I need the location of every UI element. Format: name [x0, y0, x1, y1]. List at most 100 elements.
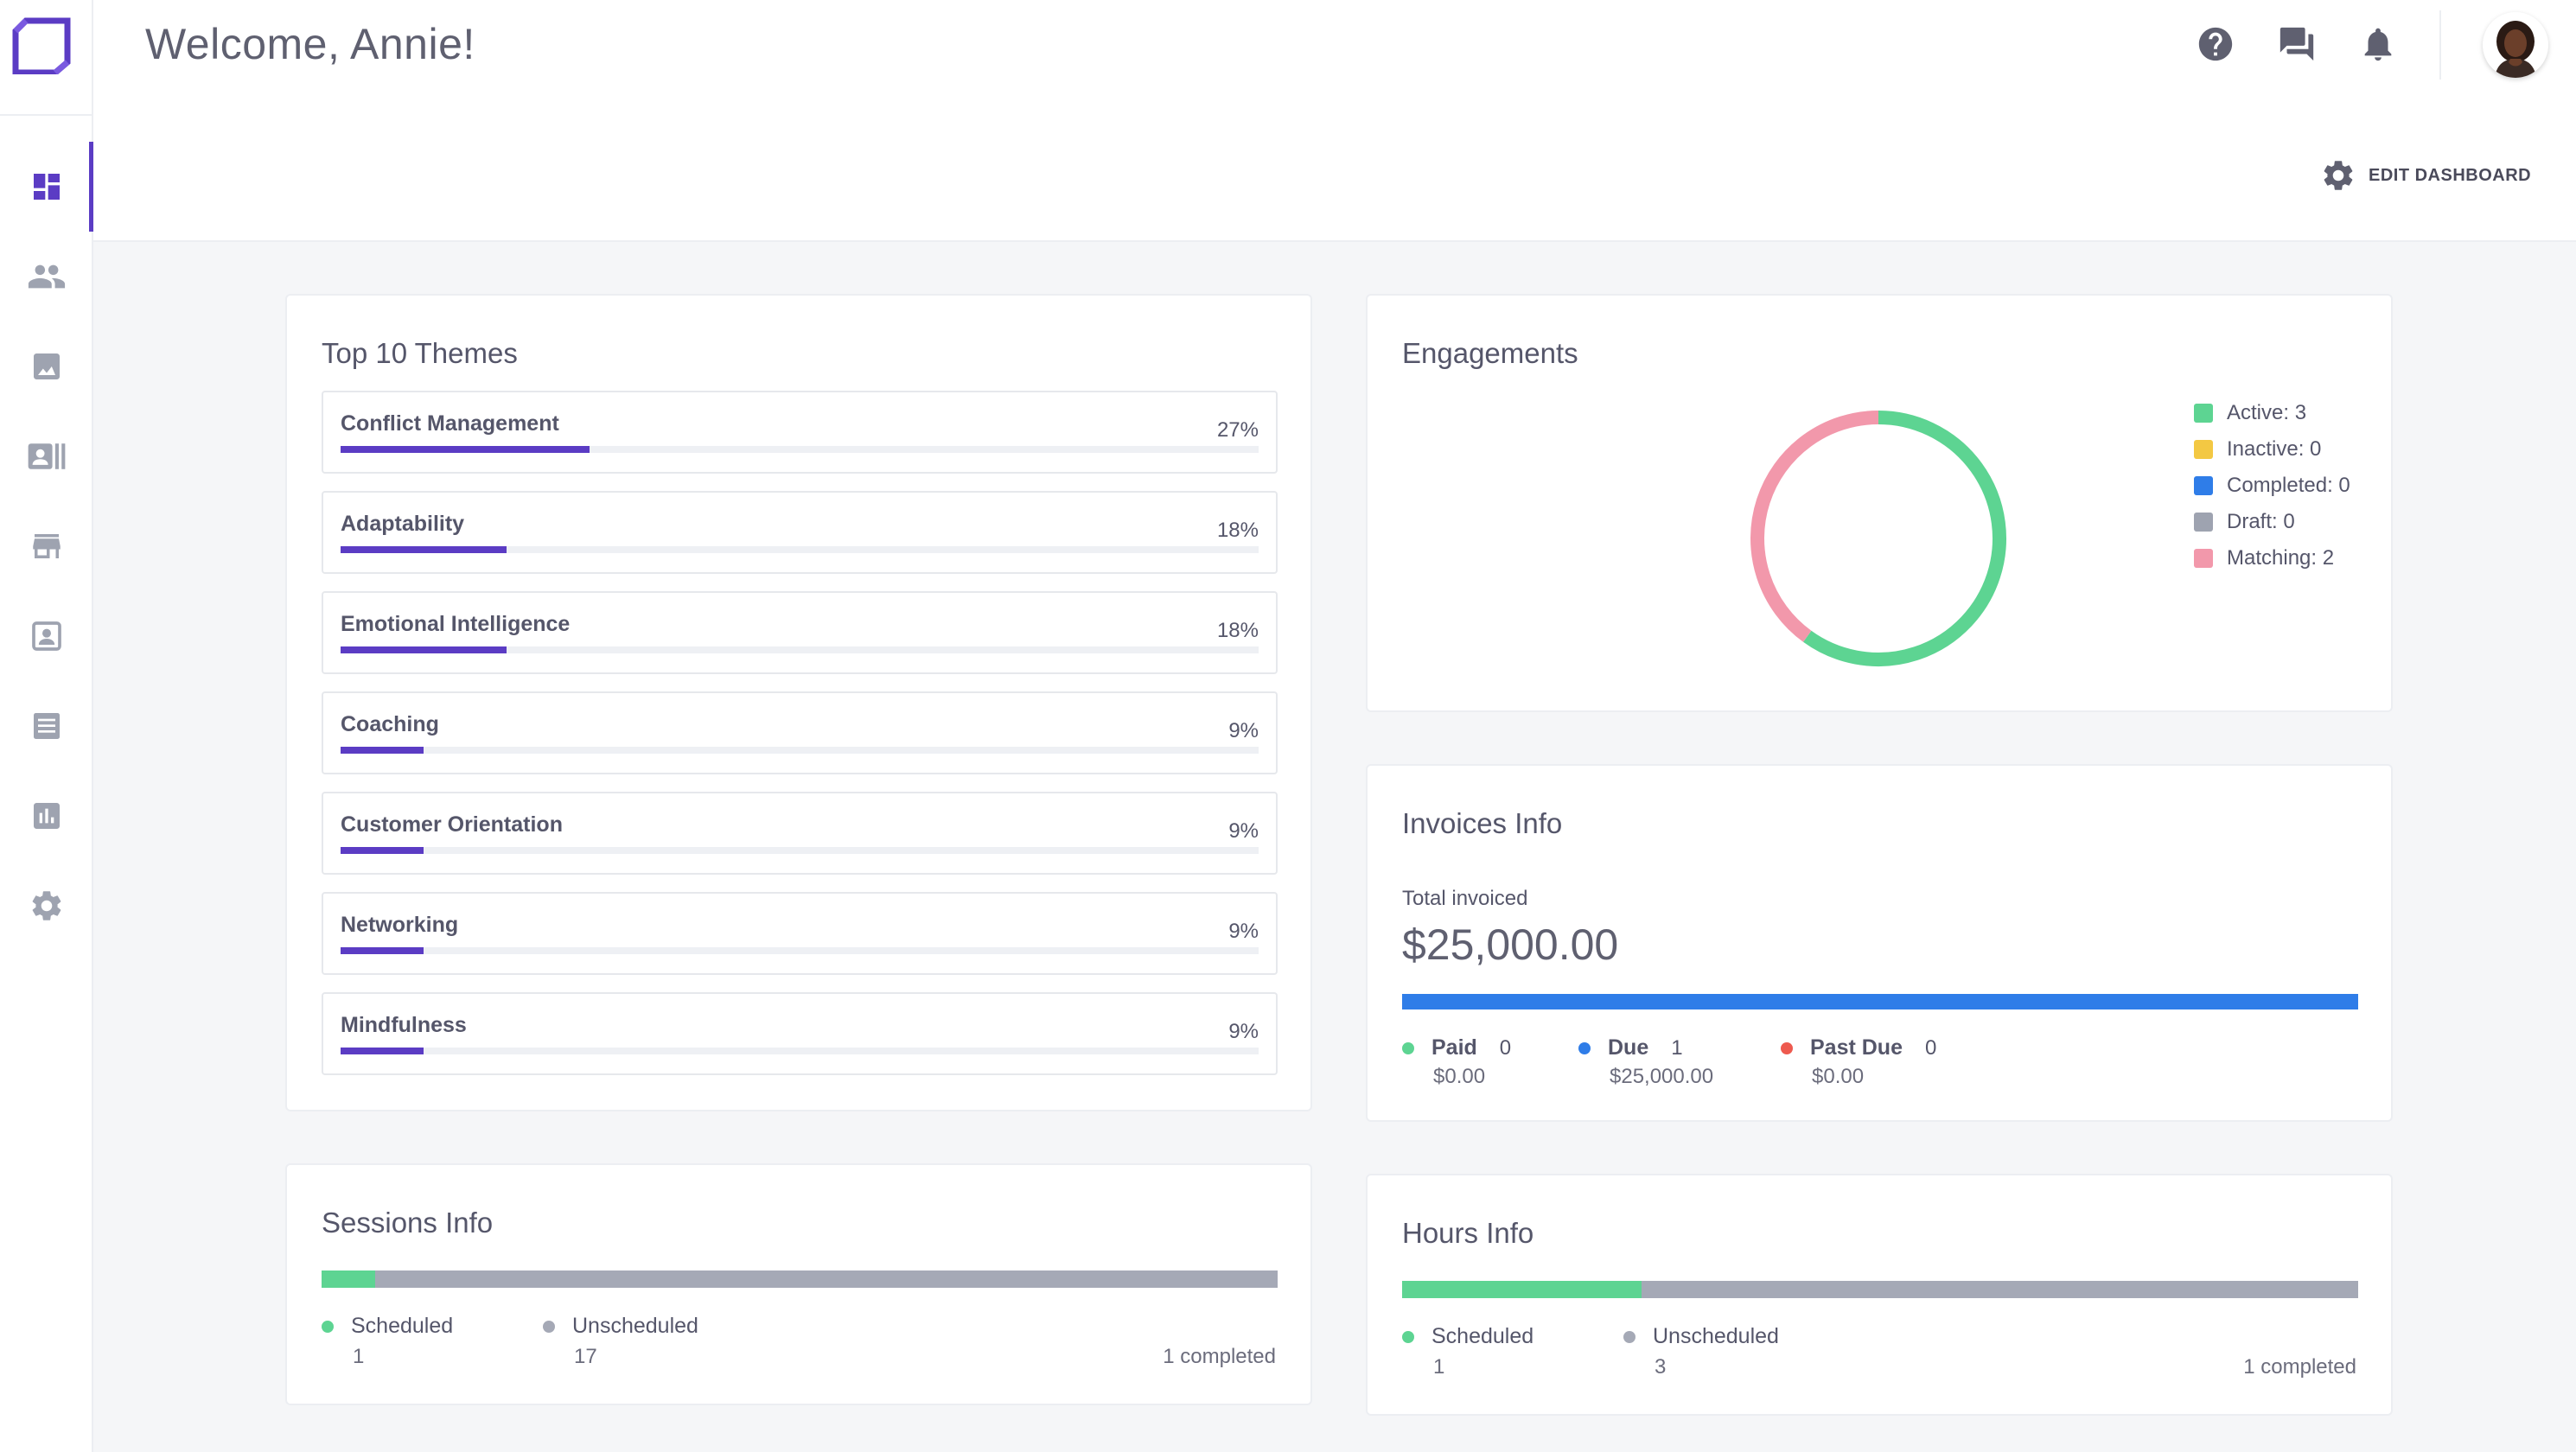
avatar[interactable] — [2483, 12, 2548, 78]
total-invoiced-label: Total invoiced — [1402, 887, 1528, 910]
people-icon — [28, 264, 66, 289]
sidebar-item-dashboard[interactable] — [0, 142, 93, 232]
theme-percent: 9% — [1228, 719, 1259, 742]
sidebar-item-settings[interactable] — [0, 861, 93, 951]
hours-scheduled-count: 1 — [1433, 1355, 1445, 1379]
theme-progress-fill — [341, 646, 507, 653]
theme-row: Mindfulness 9% — [322, 992, 1278, 1075]
legend-item: Draft: 0 — [2194, 510, 2295, 534]
sessions-title: Sessions Info — [322, 1207, 494, 1239]
invoice-stat-dot — [1402, 1041, 1414, 1054]
total-invoiced-value: $25,000.00 — [1402, 920, 1619, 969]
theme-progress-track — [341, 646, 1259, 653]
theme-percent: 9% — [1228, 1020, 1259, 1043]
gear-icon — [2324, 161, 2353, 190]
sidebar-item-people[interactable] — [0, 232, 93, 322]
invoice-stat: Past Due 0 — [1781, 1035, 1936, 1060]
themes-title: Top 10 Themes — [322, 337, 518, 369]
invoice-stat-amount: $0.00 — [1433, 1065, 1486, 1088]
legend-label: Inactive: 0 — [2227, 437, 2322, 461]
invoice-stat: Due 1 — [1578, 1035, 1683, 1060]
scheduled-label: Scheduled — [1431, 1324, 1534, 1348]
dashboard-icon — [34, 174, 60, 200]
sidebar-item-reports[interactable] — [0, 771, 93, 861]
invoice-stat-count: 0 — [1924, 1035, 1937, 1060]
theme-progress-fill — [341, 1048, 424, 1054]
theme-progress-track — [341, 546, 1259, 553]
hours-title: Hours Info — [1402, 1217, 1534, 1249]
hours-unscheduled-stat: Unscheduled — [1623, 1324, 1779, 1349]
store-icon — [33, 534, 61, 558]
legend-item: Inactive: 0 — [2194, 437, 2321, 462]
sidebar-item-profile[interactable] — [0, 591, 93, 681]
theme-percent: 18% — [1216, 619, 1259, 642]
user-avatar-icon — [2483, 12, 2548, 78]
chat-icon — [2280, 27, 2314, 61]
hours-card: Hours Info Scheduled 1 Unscheduled 3 1 c… — [1366, 1174, 2393, 1416]
legend-item: Active: 3 — [2194, 401, 2306, 425]
themes-card: Top 10 Themes Conflict Management 27% Adap… — [285, 294, 1312, 1111]
header-divider — [2439, 10, 2441, 80]
invoice-stat-count: 1 — [1671, 1035, 1683, 1060]
header: Welcome, Annie! EDIT DASHBOARD — [93, 0, 2576, 242]
theme-row: Networking 9% — [322, 892, 1278, 975]
messages-button[interactable] — [2277, 24, 2317, 68]
invoices-title: Invoices Info — [1402, 807, 1563, 839]
legend-item: Completed: 0 — [2194, 474, 2350, 498]
sessions-progress-bar — [322, 1270, 1278, 1288]
theme-progress-track — [341, 847, 1259, 854]
invoices-progress-bar — [1402, 994, 2358, 1009]
donut-segment — [1750, 411, 1879, 642]
invoice-stat-amount: $25,000.00 — [1610, 1065, 1714, 1088]
theme-name: Mindfulness — [341, 1013, 467, 1037]
sidebar-item-list[interactable] — [0, 681, 93, 771]
help-icon — [2198, 27, 2233, 61]
sessions-completed: 1 completed — [1163, 1345, 1276, 1368]
hours-scheduled-stat: Scheduled — [1402, 1324, 1533, 1349]
edit-dashboard-button[interactable]: EDIT DASHBOARD — [2320, 157, 2531, 194]
legend-label: Completed: 0 — [2227, 474, 2350, 497]
gear-icon — [32, 891, 61, 920]
donut-segment — [1803, 411, 2006, 666]
invoice-stat-dot — [1578, 1041, 1591, 1054]
theme-progress-fill — [341, 546, 507, 553]
list-icon — [34, 713, 60, 739]
contact-card-icon — [28, 443, 66, 469]
engagements-title: Engagements — [1402, 337, 1578, 369]
sessions-unscheduled-count: 17 — [574, 1345, 597, 1368]
invoice-stat-dot — [1781, 1041, 1793, 1054]
legend-swatch — [2194, 404, 2213, 423]
theme-row: Coaching 9% — [322, 691, 1278, 774]
theme-name: Emotional Intelligence — [341, 612, 571, 636]
theme-progress-track — [341, 1048, 1259, 1054]
sessions-card: Sessions Info Scheduled 1 Unscheduled 17… — [285, 1163, 1312, 1405]
unscheduled-label: Unscheduled — [1653, 1324, 1779, 1348]
theme-progress-fill — [341, 446, 590, 453]
legend-item: Matching: 2 — [2194, 546, 2334, 570]
invoices-card: Invoices Info Total invoiced $25,000.00 … — [1366, 764, 2393, 1122]
theme-name: Networking — [341, 913, 459, 937]
sidebar-item-store[interactable] — [0, 501, 93, 591]
sidebar-item-gallery[interactable] — [0, 322, 93, 411]
invoice-stat-amount: $0.00 — [1812, 1065, 1865, 1088]
sidebar-item-contacts[interactable] — [0, 411, 93, 501]
invoice-stat: Paid 0 — [1402, 1035, 1511, 1060]
help-button[interactable] — [2196, 24, 2235, 68]
bar-chart-icon — [34, 803, 60, 829]
theme-progress-track — [341, 947, 1259, 954]
scheduled-dot — [1402, 1330, 1414, 1343]
theme-row: Conflict Management 27% — [322, 391, 1278, 474]
engagements-donut-chart — [1750, 411, 2006, 666]
notifications-button[interactable] — [2358, 24, 2398, 68]
unscheduled-label: Unscheduled — [572, 1314, 698, 1338]
theme-progress-fill — [341, 747, 424, 754]
sessions-progress-fill — [322, 1270, 375, 1288]
theme-progress-track — [341, 446, 1259, 453]
theme-row: Adaptability 18% — [322, 491, 1278, 574]
theme-percent: 27% — [1216, 418, 1259, 442]
hours-completed: 1 completed — [2243, 1355, 2356, 1379]
theme-percent: 9% — [1228, 920, 1259, 943]
hours-progress-fill — [1402, 1281, 1642, 1298]
theme-name: Customer Orientation — [341, 812, 563, 837]
logo[interactable] — [0, 0, 93, 116]
